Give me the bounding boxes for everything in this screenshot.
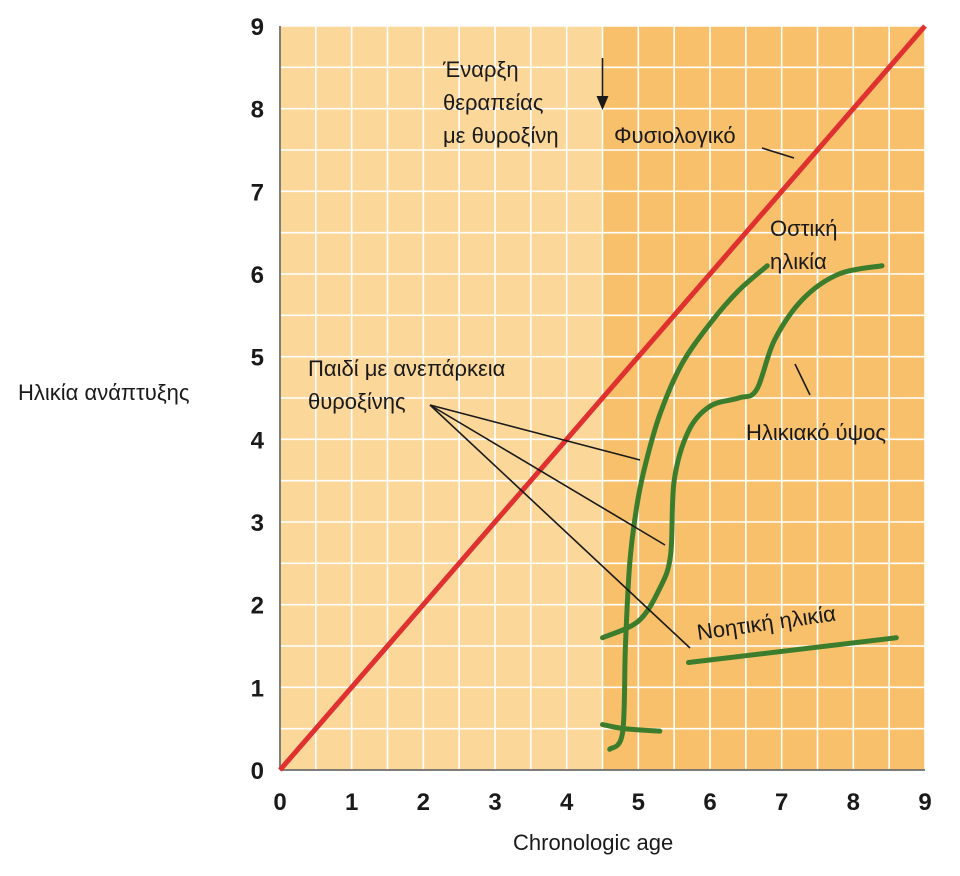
series-line-normal — [278, 24, 927, 772]
series-line-mental-age — [600, 722, 663, 734]
annotation-normal: Φυσιολογικό — [614, 123, 736, 148]
therapy-arrow-head — [596, 96, 609, 110]
y-tick-label: 5 — [251, 345, 264, 372]
axes — [279, 26, 925, 771]
y-tick-labels: 0 1 2 3 4 5 6 7 8 9 — [251, 14, 265, 785]
y-tick-label: 8 — [251, 97, 264, 124]
annotation-child-line-1: Παιδί με ανεπάρκεια — [308, 356, 506, 381]
annotation-height-age: Ηλικιακό ύψος — [746, 420, 886, 445]
x-tick-label: 8 — [847, 789, 860, 816]
annotation-therapy-line-3: με θυροξίνη — [443, 123, 559, 148]
series-lines — [278, 24, 927, 772]
height-age-leader — [794, 363, 811, 396]
y-tick-label: 7 — [251, 179, 264, 206]
x-tick-labels: 0 1 2 3 4 5 6 7 8 9 — [273, 789, 931, 816]
child-pointer-line — [429, 404, 666, 546]
series-line-mental-age — [686, 635, 899, 666]
x-tick-label: 9 — [918, 789, 931, 816]
annotation-pointers — [429, 58, 811, 649]
series-line-height-age — [600, 263, 885, 641]
series-line-bone-age — [607, 263, 770, 752]
x-tick-label: 6 — [703, 789, 716, 816]
annotation-bone-age-line-2: ηλικία — [770, 249, 827, 274]
x-tick-label: 1 — [345, 789, 358, 816]
normal-leader — [761, 147, 795, 159]
y-tick-label: 0 — [251, 758, 264, 785]
child-pointer-line — [429, 404, 691, 649]
annotation-therapy-line-1: Έναρξη — [442, 57, 519, 82]
x-tick-label: 0 — [273, 789, 286, 816]
annotation-bone-age-line-1: Οστική — [770, 216, 838, 241]
x-axis-label: Chronologic age — [513, 830, 673, 855]
y-tick-label: 2 — [251, 593, 264, 620]
x-tick-label: 2 — [417, 789, 430, 816]
gridlines — [279, 25, 926, 771]
annotation-therapy-line-2: θεραπείας — [443, 90, 543, 115]
child-pointer-line — [429, 404, 641, 461]
x-tick-label: 3 — [488, 789, 501, 816]
x-tick-label: 4 — [560, 789, 574, 816]
x-tick-label: 5 — [632, 789, 645, 816]
annotation-child-line-2: θυροξίνης — [308, 389, 406, 414]
y-tick-label: 9 — [251, 14, 264, 41]
y-tick-label: 1 — [251, 675, 264, 702]
y-tick-label: 3 — [251, 510, 264, 537]
x-tick-label: 7 — [775, 789, 788, 816]
y-tick-label: 4 — [251, 427, 265, 454]
y-tick-label: 6 — [251, 262, 264, 289]
y-axis-label: Ηλικία ανάπτυξης — [18, 380, 190, 405]
